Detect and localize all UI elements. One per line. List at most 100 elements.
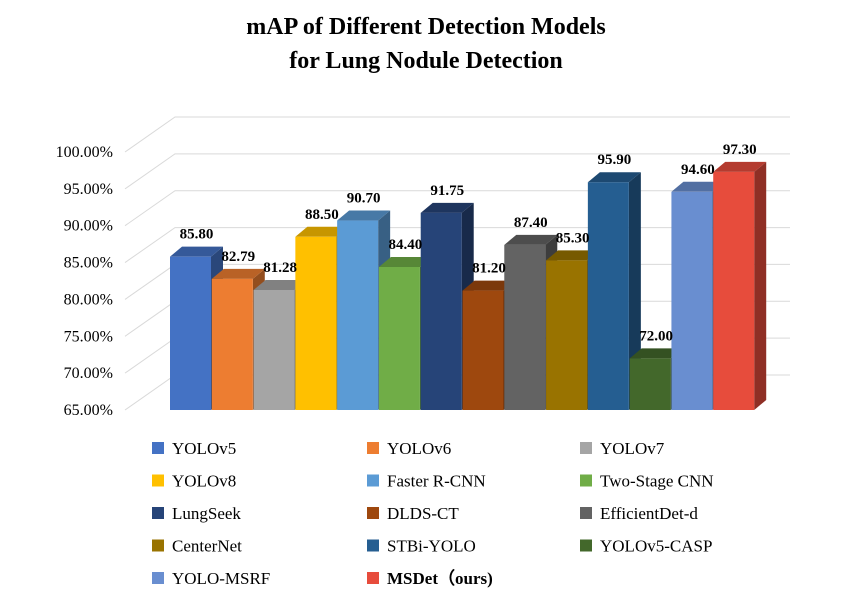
legend-item: DLDS-CT	[367, 504, 459, 523]
legend-swatch	[367, 442, 379, 454]
legend-item: MSDet（ours)	[367, 568, 493, 588]
legend-label: Faster R-CNN	[387, 472, 486, 491]
bar-top	[629, 348, 683, 359]
data-label: 88.50	[305, 207, 339, 223]
data-label: 90.70	[347, 191, 381, 207]
legend-swatch	[152, 507, 164, 519]
legend-item: Two-Stage CNN	[580, 472, 714, 491]
data-label: 82.79	[221, 249, 255, 265]
legend-label: YOLOv5	[172, 439, 236, 458]
bar-front	[587, 182, 629, 410]
data-label: 87.40	[514, 215, 548, 231]
legend-label: YOLOv6	[387, 439, 451, 458]
legend-label: LungSeek	[172, 504, 241, 523]
legend-label: STBi-YOLO	[387, 537, 476, 556]
gridline	[124, 116, 790, 153]
y-tick-label: 95.00%	[64, 181, 113, 198]
bar-front	[253, 289, 295, 410]
data-label: 72.00	[639, 328, 673, 344]
bar-front	[546, 260, 588, 410]
legend-item: YOLO-MSRF	[152, 569, 270, 588]
gridline	[124, 190, 790, 227]
bar-front	[295, 236, 337, 410]
bar	[295, 226, 349, 410]
bars	[170, 161, 767, 410]
gridline	[124, 227, 790, 263]
bar	[713, 161, 767, 410]
data-label: 94.60	[681, 162, 715, 178]
legend-item: LungSeek	[152, 504, 241, 523]
bar-top	[713, 161, 767, 172]
legend-label: EfficientDet-d	[600, 504, 698, 523]
y-tick-label: 80.00%	[64, 291, 113, 308]
data-label: 84.40	[389, 237, 423, 253]
data-label: 81.28	[263, 260, 297, 276]
bar-front	[713, 171, 755, 410]
bar-front	[629, 358, 671, 410]
legend-label: MSDet（ours)	[387, 568, 493, 588]
legend-swatch	[152, 474, 164, 487]
legend-swatch	[152, 572, 164, 584]
y-tick-label: 90.00%	[64, 218, 113, 235]
y-axis: 65.00% 70.00% 75.00% 80.00% 85.00% 90.00% 95.0…	[56, 144, 113, 419]
legend-label: Two-Stage CNN	[600, 472, 714, 491]
bar	[587, 172, 641, 410]
legend-item: STBi-YOLO	[367, 537, 476, 556]
bar-front	[504, 244, 546, 410]
bar-front	[337, 220, 379, 410]
bar-top	[504, 234, 558, 245]
chart-title-line-1: mAP of Different Detection Models	[246, 14, 605, 40]
bar-top	[170, 246, 223, 257]
data-label: 85.80	[180, 227, 214, 243]
y-tick-label: 85.00%	[64, 255, 113, 272]
y-tick-label: 75.00%	[64, 328, 113, 345]
bar-top	[211, 268, 265, 279]
legend-label: YOLOv8	[172, 472, 236, 491]
legend-item: YOLOv6	[367, 439, 451, 458]
bar-side	[628, 172, 641, 410]
legend-swatch	[580, 442, 592, 454]
legend-swatch	[580, 474, 592, 487]
legend-label: DLDS-CT	[387, 504, 459, 523]
legend-item: EfficientDet-d	[580, 504, 698, 523]
bar-front	[211, 278, 253, 410]
bar-top	[546, 250, 600, 261]
legend: YOLOv5 YOLOv6 YOLOv7 YOLOv8 Faster R-CNN Two-…	[152, 439, 714, 588]
y-tick-label: 100.00%	[56, 144, 113, 161]
bar-top	[337, 210, 391, 221]
bar-top	[253, 279, 307, 290]
legend-item: Faster R-CNN	[367, 472, 486, 491]
legend-label: YOLO-MSRF	[172, 569, 270, 588]
bar-top	[295, 226, 349, 237]
bar-top	[587, 172, 641, 183]
bar-front	[378, 266, 420, 410]
legend-swatch	[367, 572, 379, 584]
legend-label: YOLOv7	[600, 439, 665, 458]
bar-front	[671, 191, 713, 410]
bar-side	[754, 161, 767, 410]
bar-top	[462, 280, 516, 291]
legend-swatch	[580, 507, 592, 519]
data-label: 91.75	[430, 183, 464, 199]
legend-item: YOLOv5	[152, 439, 236, 458]
bar-top	[378, 256, 432, 267]
data-labels: 85.80 82.79 81.28 88.50 90.70 84.40 91.75 81.20…	[180, 142, 757, 344]
data-label: 97.30	[723, 142, 757, 158]
y-tick-label: 70.00%	[64, 365, 113, 382]
gridline	[124, 153, 790, 190]
data-label: 95.90	[597, 152, 631, 168]
bar-front	[420, 212, 462, 410]
bar-top	[420, 202, 474, 213]
bar-front	[462, 290, 504, 410]
legend-item: YOLOv8	[152, 472, 236, 491]
bar-front	[170, 256, 211, 410]
bar-top	[671, 181, 725, 192]
legend-swatch	[367, 539, 379, 552]
legend-swatch	[367, 507, 379, 519]
legend-item: YOLOv7	[580, 439, 665, 458]
data-label: 81.20	[472, 261, 506, 277]
legend-swatch	[152, 442, 164, 454]
legend-swatch	[367, 474, 379, 487]
legend-swatch	[152, 539, 164, 552]
